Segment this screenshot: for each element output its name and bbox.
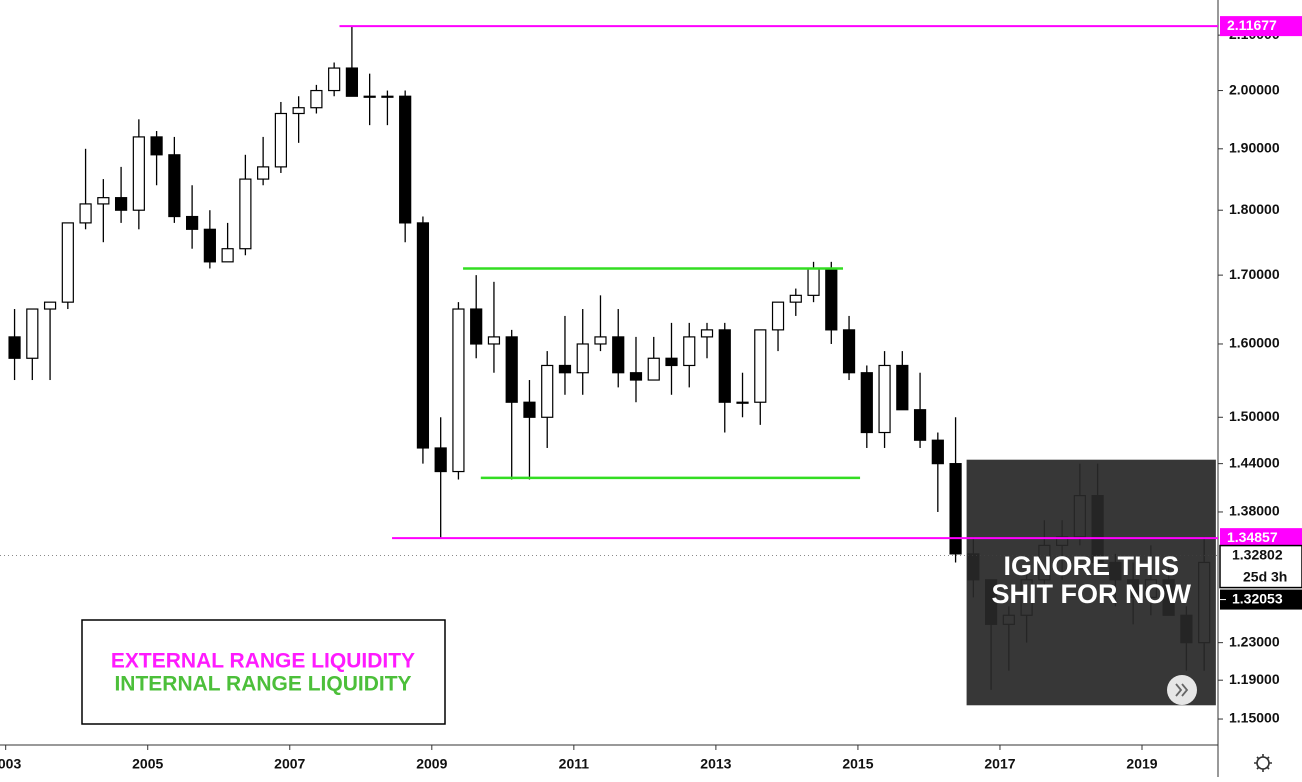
candle-body bbox=[807, 267, 820, 296]
candle-body bbox=[434, 447, 447, 473]
legend-entry: INTERNAL RANGE LIQUIDITY bbox=[114, 673, 411, 696]
y-tick-label: 1.90000 bbox=[1229, 140, 1280, 156]
level-label: 2.11677 bbox=[1227, 17, 1277, 33]
y-tick-label: 1.23000 bbox=[1229, 633, 1280, 649]
x-tick-label: 2015 bbox=[842, 756, 873, 772]
x-tick-label: 2017 bbox=[984, 756, 1015, 772]
level-label-bg bbox=[1220, 528, 1302, 549]
candle-body bbox=[931, 439, 944, 465]
candle-body bbox=[576, 343, 589, 374]
candle-body bbox=[487, 336, 501, 345]
candle-body bbox=[736, 401, 749, 404]
overlay-text: IGNORE THIS bbox=[1003, 551, 1179, 581]
candle-body bbox=[700, 329, 714, 338]
candle-body bbox=[541, 364, 554, 418]
y-tick-label: 1.15000 bbox=[1229, 710, 1280, 726]
x-tick-label: 2007 bbox=[274, 756, 305, 772]
candle-body bbox=[114, 197, 128, 211]
candle-body bbox=[771, 301, 785, 331]
candle-body bbox=[399, 95, 412, 224]
candle-body bbox=[878, 364, 891, 434]
y-tick-label: 1.44000 bbox=[1229, 454, 1280, 470]
x-tick-label: 2013 bbox=[700, 756, 731, 772]
settings-icon-teeth bbox=[1254, 754, 1272, 772]
candle-body bbox=[860, 372, 873, 434]
candle-body bbox=[913, 409, 927, 441]
y-tick-label: 1.19000 bbox=[1229, 671, 1280, 687]
candle-body bbox=[558, 364, 572, 374]
candle-body bbox=[381, 95, 394, 98]
candle-body bbox=[203, 228, 216, 263]
candle-body bbox=[43, 301, 57, 310]
candle-body bbox=[150, 136, 163, 156]
candle-body bbox=[842, 329, 856, 374]
price-label: 1.32053 bbox=[1232, 590, 1283, 606]
candle-body bbox=[523, 401, 536, 418]
candle-body bbox=[452, 308, 465, 473]
legend-box bbox=[81, 619, 446, 725]
candle-body bbox=[61, 222, 74, 303]
legend-entry: EXTERNAL RANGE LIQUIDITY bbox=[111, 650, 415, 673]
candle-body bbox=[274, 112, 287, 168]
candle-body bbox=[257, 166, 270, 180]
candle-body bbox=[328, 67, 341, 92]
y-tick-label: 2.00000 bbox=[1229, 81, 1280, 97]
y-tick-label: 1.50000 bbox=[1229, 408, 1280, 424]
replay-icon bbox=[1175, 683, 1189, 697]
candle-body bbox=[718, 329, 731, 403]
countdown: 25d 3h bbox=[1243, 568, 1287, 584]
candle-body bbox=[292, 107, 305, 115]
price-label-bg bbox=[1220, 589, 1302, 610]
candle-body bbox=[612, 336, 625, 374]
y-tick-label: 1.80000 bbox=[1229, 201, 1280, 217]
y-tick-label: 1.70000 bbox=[1229, 266, 1280, 282]
candle-body bbox=[79, 203, 92, 224]
overlay-text: SHIT FOR NOW bbox=[991, 579, 1191, 609]
candle-body bbox=[8, 336, 21, 359]
candle-body bbox=[896, 364, 909, 411]
candle-body bbox=[949, 463, 962, 555]
candle-body bbox=[754, 329, 767, 403]
candle-body bbox=[97, 197, 110, 205]
x-tick-label: 2011 bbox=[559, 756, 590, 772]
candle-body bbox=[416, 222, 430, 449]
candle-body bbox=[186, 215, 199, 230]
candle-body bbox=[168, 154, 181, 218]
y-tick-label: 1.60000 bbox=[1229, 335, 1280, 351]
candle-body bbox=[26, 308, 39, 359]
candle-body bbox=[239, 178, 252, 250]
x-tick-label: 2003 bbox=[0, 756, 21, 772]
candle-body bbox=[363, 95, 376, 98]
overlay-box bbox=[966, 459, 1216, 706]
candle-body bbox=[132, 136, 145, 211]
price-label-bg bbox=[1219, 544, 1302, 589]
candle-body bbox=[683, 336, 696, 367]
y-tick-label: 1.38000 bbox=[1229, 503, 1280, 519]
candle-body bbox=[825, 267, 838, 331]
candle-body bbox=[789, 294, 802, 303]
candle-body bbox=[594, 336, 607, 345]
level-label: 1.34857 bbox=[1227, 529, 1278, 545]
candle-body bbox=[505, 336, 518, 403]
candle-body bbox=[221, 248, 234, 263]
candle-body bbox=[629, 372, 643, 381]
x-tick-label: 2005 bbox=[132, 756, 163, 772]
price-label: 1.32802 bbox=[1232, 546, 1283, 562]
level-label-bg bbox=[1220, 16, 1302, 37]
x-tick-label: 2019 bbox=[1126, 756, 1157, 772]
candle-body bbox=[647, 357, 660, 381]
candle-body bbox=[470, 308, 483, 345]
candle-body bbox=[310, 89, 323, 109]
candle-body bbox=[345, 67, 359, 97]
x-tick-label: 2009 bbox=[416, 756, 447, 772]
candle-body bbox=[665, 357, 678, 367]
